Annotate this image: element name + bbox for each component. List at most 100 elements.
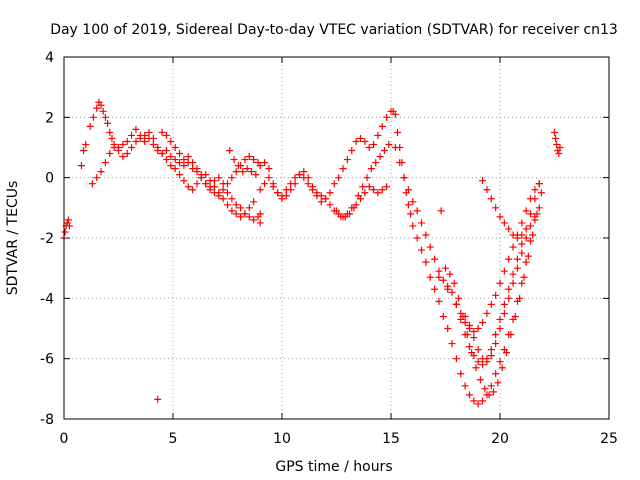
data-point — [354, 192, 362, 200]
data-point — [250, 198, 258, 206]
y-tick-labels: -8 -6 -4 -2 0 2 4 — [40, 50, 54, 428]
data-point — [372, 159, 380, 167]
data-point — [365, 144, 373, 151]
data-point — [304, 180, 312, 188]
data-point — [171, 165, 179, 173]
data-point — [365, 183, 373, 191]
data-point — [426, 243, 434, 251]
data-point — [330, 180, 338, 188]
data-point — [370, 140, 378, 148]
x-tick-label: 15 — [382, 431, 400, 447]
data-point — [274, 189, 282, 197]
data-point — [474, 325, 482, 332]
data-point — [278, 192, 286, 200]
data-point — [518, 249, 526, 257]
data-point — [317, 192, 325, 200]
data-point — [106, 150, 114, 158]
data-point — [176, 150, 184, 158]
data-point — [64, 216, 72, 224]
data-point — [167, 162, 175, 170]
data-point — [518, 279, 526, 287]
data-point — [496, 213, 504, 221]
data-point — [509, 231, 517, 239]
data-point — [509, 243, 517, 251]
data-point — [206, 186, 214, 194]
data-point — [322, 195, 330, 203]
x-tick-label: 10 — [273, 431, 291, 447]
data-point — [149, 140, 157, 148]
data-point — [396, 159, 404, 167]
data-point — [496, 325, 504, 332]
data-point — [479, 355, 487, 363]
data-point — [413, 234, 421, 242]
data-point — [400, 174, 408, 182]
data-point — [123, 137, 131, 145]
data-point — [282, 186, 290, 194]
data-point — [518, 219, 526, 227]
data-point — [171, 144, 179, 151]
data-point — [446, 270, 454, 278]
data-point — [128, 144, 136, 151]
data-point — [522, 234, 530, 242]
data-point — [518, 231, 526, 239]
data-point — [171, 156, 179, 164]
data-point — [361, 137, 369, 145]
data-point — [232, 201, 240, 209]
data-point — [206, 177, 214, 185]
data-point — [505, 294, 513, 302]
data-point — [80, 147, 88, 155]
data-point — [505, 255, 513, 263]
data-point — [348, 147, 356, 155]
data-point — [123, 150, 131, 158]
data-point — [513, 255, 521, 263]
data-point — [418, 219, 426, 227]
data-point — [115, 147, 122, 155]
data-point — [93, 174, 101, 182]
data-point — [370, 186, 378, 194]
data-point — [500, 267, 508, 275]
data-point — [522, 225, 530, 233]
data-point — [189, 186, 197, 194]
data-point — [245, 204, 253, 212]
data-point — [97, 168, 105, 176]
data-point — [97, 101, 105, 109]
data-point — [426, 273, 434, 281]
data-point — [265, 165, 273, 173]
data-point — [219, 186, 227, 194]
data-point — [527, 210, 535, 218]
y-tick-label: 0 — [45, 171, 54, 187]
data-point — [361, 189, 369, 197]
data-point — [256, 186, 264, 194]
data-point — [492, 331, 500, 339]
data-point — [492, 340, 500, 348]
y-tick-label: -8 — [40, 412, 54, 428]
data-point — [487, 382, 495, 390]
data-point — [444, 285, 452, 293]
data-point — [359, 183, 367, 191]
data-point — [503, 349, 511, 357]
data-point — [391, 144, 399, 151]
data-point — [210, 189, 218, 197]
data-point — [479, 361, 487, 369]
data-point — [101, 113, 109, 121]
data-point — [180, 177, 188, 185]
data-point — [65, 222, 73, 230]
data-point — [498, 364, 506, 372]
y-tick-label: 4 — [45, 50, 54, 66]
data-point — [483, 309, 491, 317]
data-point — [535, 204, 543, 212]
data-point — [243, 165, 251, 173]
data-point — [383, 183, 391, 191]
data-point — [215, 192, 223, 200]
data-point — [341, 213, 349, 221]
data-point — [513, 234, 521, 242]
data-point — [189, 159, 197, 167]
data-point — [448, 288, 456, 296]
data-point — [404, 186, 412, 194]
data-point — [413, 207, 421, 215]
data-point — [363, 174, 371, 182]
data-point — [184, 153, 192, 161]
data-point — [452, 355, 460, 363]
data-point — [496, 279, 504, 287]
data-point — [513, 264, 521, 272]
